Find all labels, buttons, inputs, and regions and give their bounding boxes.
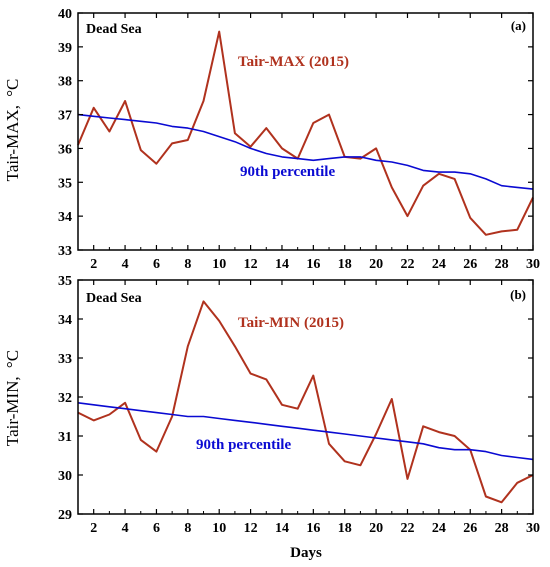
panel-a: 2 4 6 8 10 12 14 16 18 20 22 24 26 28 3033343536373839… (3, 7, 540, 272)
x-tick-label: 28 (495, 521, 509, 536)
x-tick-label: 6 (153, 257, 160, 272)
x-tick-label: 24 (432, 521, 446, 536)
y-tick-label: 39 (58, 41, 72, 56)
x-tick-label: 24 (432, 257, 446, 272)
y-axis-label-a: Tair-MAX, °C (3, 79, 22, 182)
x-tick-label: 8 (184, 257, 191, 272)
y-tick-label: 40 (58, 7, 72, 22)
x-tick-label: 20 (369, 521, 383, 536)
series-label-percentile-b: 90th percentile (196, 437, 291, 453)
y-tick-label: 34 (58, 210, 72, 225)
panel-label-b: (b) (510, 287, 526, 302)
series-label-tair-min: Tair-MIN (2015) (238, 315, 344, 331)
y-tick-label: 35 (58, 176, 72, 191)
y-tick-label: 30 (58, 469, 72, 484)
x-tick-label: 26 (463, 521, 477, 536)
x-tick-label: 2 (90, 257, 97, 272)
x-tick-label: 14 (275, 521, 289, 536)
x-tick-label: 30 (526, 257, 540, 272)
y-tick-label: 36 (58, 142, 72, 157)
y-tick-label: 29 (58, 508, 72, 523)
x-tick-label: 26 (463, 257, 477, 272)
x-tick-label: 18 (338, 521, 352, 536)
y-tick-label: 32 (58, 391, 72, 406)
x-tick-label: 8 (184, 521, 191, 536)
y-tick-label: 35 (58, 274, 72, 289)
x-tick-label: 16 (306, 257, 320, 272)
observed-series-line (77, 300, 534, 504)
x-tick-label: 14 (275, 257, 289, 272)
y-tick-label: 33 (58, 352, 72, 367)
y-tick-label: 33 (58, 244, 72, 259)
observed-series-line (77, 30, 534, 236)
y-tick-label: 38 (58, 75, 72, 90)
x-tick-label: 30 (526, 521, 540, 536)
x-tick-label: 18 (338, 257, 352, 272)
x-tick-label: 20 (369, 257, 383, 272)
x-tick-label: 28 (495, 257, 509, 272)
y-tick-label: 34 (58, 313, 72, 328)
x-tick-label: 12 (244, 521, 258, 536)
y-axis-label-b: Tair-MIN, °C (3, 350, 22, 446)
x-tick-label: 16 (306, 521, 320, 536)
x-tick-label: 4 (122, 257, 129, 272)
site-label-b: Dead Sea (86, 291, 142, 306)
percentile-series-line (77, 402, 534, 461)
percentile-series-line (77, 113, 534, 190)
plot-frame-b (77, 279, 534, 515)
plot-frame-a (77, 12, 534, 251)
panel-b: 2 4 6 8 10 12 14 16 18 20 22 24 26 28 3029303132333435… (3, 274, 540, 561)
x-tick-label: 22 (400, 521, 414, 536)
series-label-tair-max: Tair-MAX (2015) (238, 54, 349, 70)
x-tick-label: 4 (122, 521, 129, 536)
x-tick-label: 6 (153, 521, 160, 536)
site-label-a: Dead Sea (86, 22, 142, 37)
x-tick-label: 22 (400, 257, 414, 272)
panel-label-a: (a) (511, 18, 526, 33)
x-tick-label: 2 (90, 521, 97, 536)
x-axis-label: Days (290, 545, 322, 561)
x-tick-label: 10 (212, 257, 226, 272)
x-tick-label: 12 (244, 257, 258, 272)
series-label-percentile-a: 90th percentile (240, 164, 335, 180)
x-tick-label: 10 (212, 521, 226, 536)
y-tick-label: 31 (58, 430, 72, 445)
y-tick-label: 37 (58, 109, 72, 124)
